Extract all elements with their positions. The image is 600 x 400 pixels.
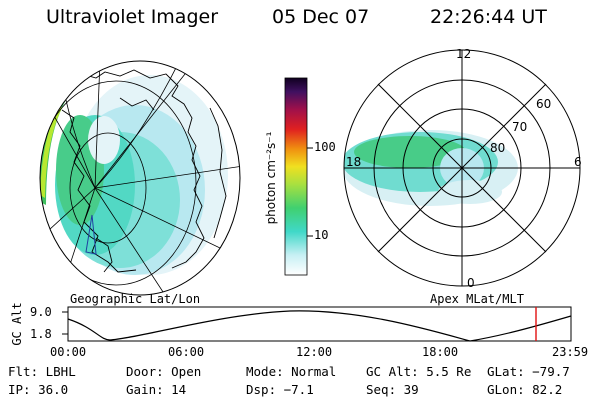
- orbit-xtick-0000: 00:00: [50, 345, 87, 359]
- polar-caption: Apex MLat/MLT: [430, 292, 524, 306]
- info-glat: GLat: −79.7: [487, 364, 570, 379]
- info-dsp: Dsp: −7.1: [246, 382, 314, 397]
- info-door: Door: Open: [126, 364, 202, 379]
- orbit-xtick-0600: 06:00: [168, 345, 205, 359]
- info-seq: Seq: 39: [366, 382, 419, 397]
- colorbar-tick-10: 10: [314, 228, 329, 242]
- mlt-label-0: 0: [467, 276, 475, 290]
- polar-plot: [343, 49, 581, 287]
- info-gc-alt: GC Alt: 5.5 Re: [366, 364, 472, 379]
- orbit-ylabel: GC Alt: [10, 302, 24, 346]
- mlat-label-80: 80: [490, 141, 506, 155]
- orbit-xtick-1800: 18:00: [422, 345, 459, 359]
- colorbar-tick-100: 100: [314, 140, 336, 154]
- mlt-label-12: 12: [456, 47, 472, 61]
- colorbar: [284, 77, 313, 276]
- orbit-altitude-plot: [62, 306, 572, 342]
- mlat-label-70: 70: [512, 120, 528, 134]
- info-gain: Gain: 14: [126, 382, 187, 397]
- date-label: 05 Dec 07: [272, 6, 370, 28]
- mlt-label-6: 6: [574, 155, 582, 169]
- orbit-xtick-2359: 23:59: [552, 345, 589, 359]
- orbit-ytick-bottom: 1.8: [30, 327, 52, 341]
- info-filter: Flt: LBHL: [8, 364, 76, 379]
- info-ip: IP: 36.0: [8, 382, 69, 397]
- info-glon: GLon: 82.2: [487, 382, 563, 397]
- geographic-caption: Geographic Lat/Lon: [70, 292, 201, 306]
- orbit-xtick-1200: 12:00: [296, 345, 333, 359]
- instrument-title: Ultraviolet Imager: [46, 6, 219, 28]
- info-mode: Mode: Normal: [246, 364, 337, 379]
- colorbar-unit-label: photon cm⁻²s⁻¹: [264, 131, 278, 225]
- geographic-map: [39, 60, 241, 296]
- orbit-ytick-top: 9.0: [30, 305, 52, 319]
- mlt-label-18: 18: [346, 155, 362, 169]
- mlat-label-60: 60: [536, 97, 552, 111]
- time-label: 22:26:44 UT: [430, 6, 547, 28]
